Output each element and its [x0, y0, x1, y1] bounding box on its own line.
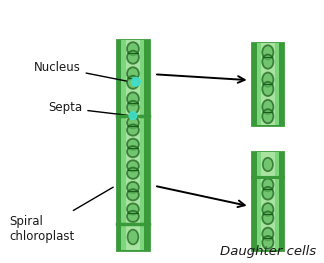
Ellipse shape [127, 92, 139, 105]
Ellipse shape [262, 109, 273, 123]
Ellipse shape [127, 139, 139, 150]
Ellipse shape [127, 211, 139, 222]
Circle shape [132, 77, 140, 86]
Ellipse shape [127, 51, 139, 64]
Bar [126, 41, 140, 250]
Bar [117, 41, 149, 250]
Ellipse shape [262, 228, 273, 240]
Ellipse shape [262, 211, 273, 224]
Ellipse shape [127, 76, 139, 89]
Ellipse shape [262, 236, 273, 249]
Text: Spiral
chloroplast: Spiral chloroplast [10, 187, 113, 243]
Text: Daughter cells: Daughter cells [220, 245, 316, 258]
Ellipse shape [127, 42, 139, 55]
Bar [261, 152, 275, 250]
Ellipse shape [262, 203, 273, 216]
Ellipse shape [127, 124, 139, 136]
Ellipse shape [127, 182, 139, 193]
Ellipse shape [127, 67, 139, 80]
Bar [257, 43, 279, 125]
Ellipse shape [262, 179, 273, 191]
Ellipse shape [127, 189, 139, 200]
Ellipse shape [127, 168, 139, 179]
Bar [122, 41, 145, 250]
Ellipse shape [262, 54, 273, 69]
Ellipse shape [127, 146, 139, 157]
Ellipse shape [262, 82, 273, 96]
Text: Septa: Septa [48, 102, 127, 115]
Ellipse shape [262, 100, 273, 114]
Bar [257, 152, 279, 250]
Bar [252, 152, 283, 250]
Ellipse shape [127, 117, 139, 128]
Ellipse shape [127, 204, 139, 215]
Ellipse shape [262, 73, 273, 87]
Ellipse shape [263, 158, 273, 171]
Bar [252, 43, 283, 125]
Ellipse shape [128, 230, 138, 244]
Bar [261, 43, 275, 125]
Ellipse shape [127, 101, 139, 114]
Ellipse shape [262, 187, 273, 200]
Text: Nucleus: Nucleus [34, 61, 127, 81]
Circle shape [129, 112, 137, 119]
Ellipse shape [262, 45, 273, 59]
Ellipse shape [127, 160, 139, 171]
